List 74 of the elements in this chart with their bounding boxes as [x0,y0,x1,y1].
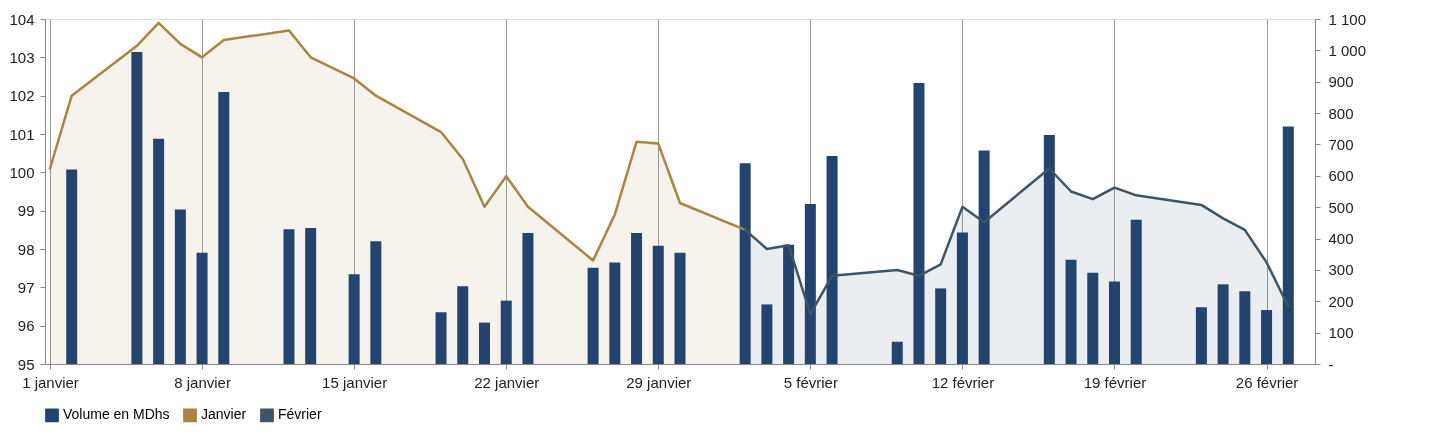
bar [1195,307,1207,364]
bar [1043,135,1055,364]
bar [1282,126,1294,364]
y-tick-label: 95 [17,355,35,373]
x-tick-label: 15 janvier [322,373,388,391]
bar [522,232,534,364]
y2-tick-label: 100 [1328,324,1354,342]
bar [891,341,903,364]
bar [783,244,795,364]
y-tick-label: 99 [17,202,35,220]
y-tick-label: 100 [9,163,35,181]
bar [1108,281,1120,364]
bar [913,82,925,364]
bar [631,232,643,364]
y2-tick-label: 700 [1328,135,1354,153]
x-tick-label: 29 janvier [626,373,692,391]
bar [370,241,382,364]
bar [66,169,78,364]
bar [218,92,230,364]
bar [348,274,360,364]
bar [196,252,208,364]
bar [174,209,186,364]
legend-label: Volume en MDhs [63,406,170,423]
bar [652,245,664,364]
y2-tick-label: - [1328,355,1334,373]
y-tick-label: 97 [17,278,35,296]
x-tick-label: 22 janvier [474,373,540,391]
y-tick-label: 103 [9,48,35,66]
y2-tick-label: 1 000 [1328,41,1367,59]
bar [457,286,469,364]
bar [1087,272,1099,364]
bar [1239,291,1251,364]
bar [1130,219,1142,364]
bar [131,51,143,364]
bar [153,138,165,364]
bar [935,288,947,364]
x-tick-label: 19 février [1083,373,1147,391]
y2-tick-label: 300 [1328,261,1354,279]
x-tick-label: 26 février [1235,373,1299,391]
bar [826,156,838,364]
legend-label: Janvier [201,406,247,423]
bar [478,322,490,364]
bar [1261,310,1273,364]
bar [500,300,512,364]
bar [739,163,751,364]
x-tick-label: 5 février [783,373,838,391]
bar [609,262,621,364]
bar [674,252,686,364]
y-tick-label: 101 [9,125,35,143]
y2-tick-label: 600 [1328,167,1354,185]
y2-tick-label: 200 [1328,292,1354,310]
y2-tick-label: 400 [1328,230,1354,248]
y2-tick-label: 800 [1328,104,1354,122]
x-tick-label: 8 janvier [174,373,231,391]
y2-tick-label: 500 [1328,198,1354,216]
y2-tick-label: 1 100 [1328,10,1367,28]
bar [956,232,968,364]
y2-tick-label: 900 [1328,73,1354,91]
bar [804,204,816,364]
bar [1065,259,1077,364]
y-tick-label: 102 [9,87,35,105]
y-tick-label: 96 [17,317,35,335]
y-tick-label: 98 [17,240,35,258]
bar [435,312,447,364]
bar [283,229,295,364]
bar [978,150,990,364]
bar [1217,284,1229,364]
bar [761,304,773,364]
y-tick-label: 104 [9,10,35,28]
bar [587,267,599,364]
bar [305,227,317,364]
x-tick-label: 12 février [931,373,995,391]
x-tick-label: 1 janvier [22,373,79,391]
legend-label: Février [278,406,322,423]
